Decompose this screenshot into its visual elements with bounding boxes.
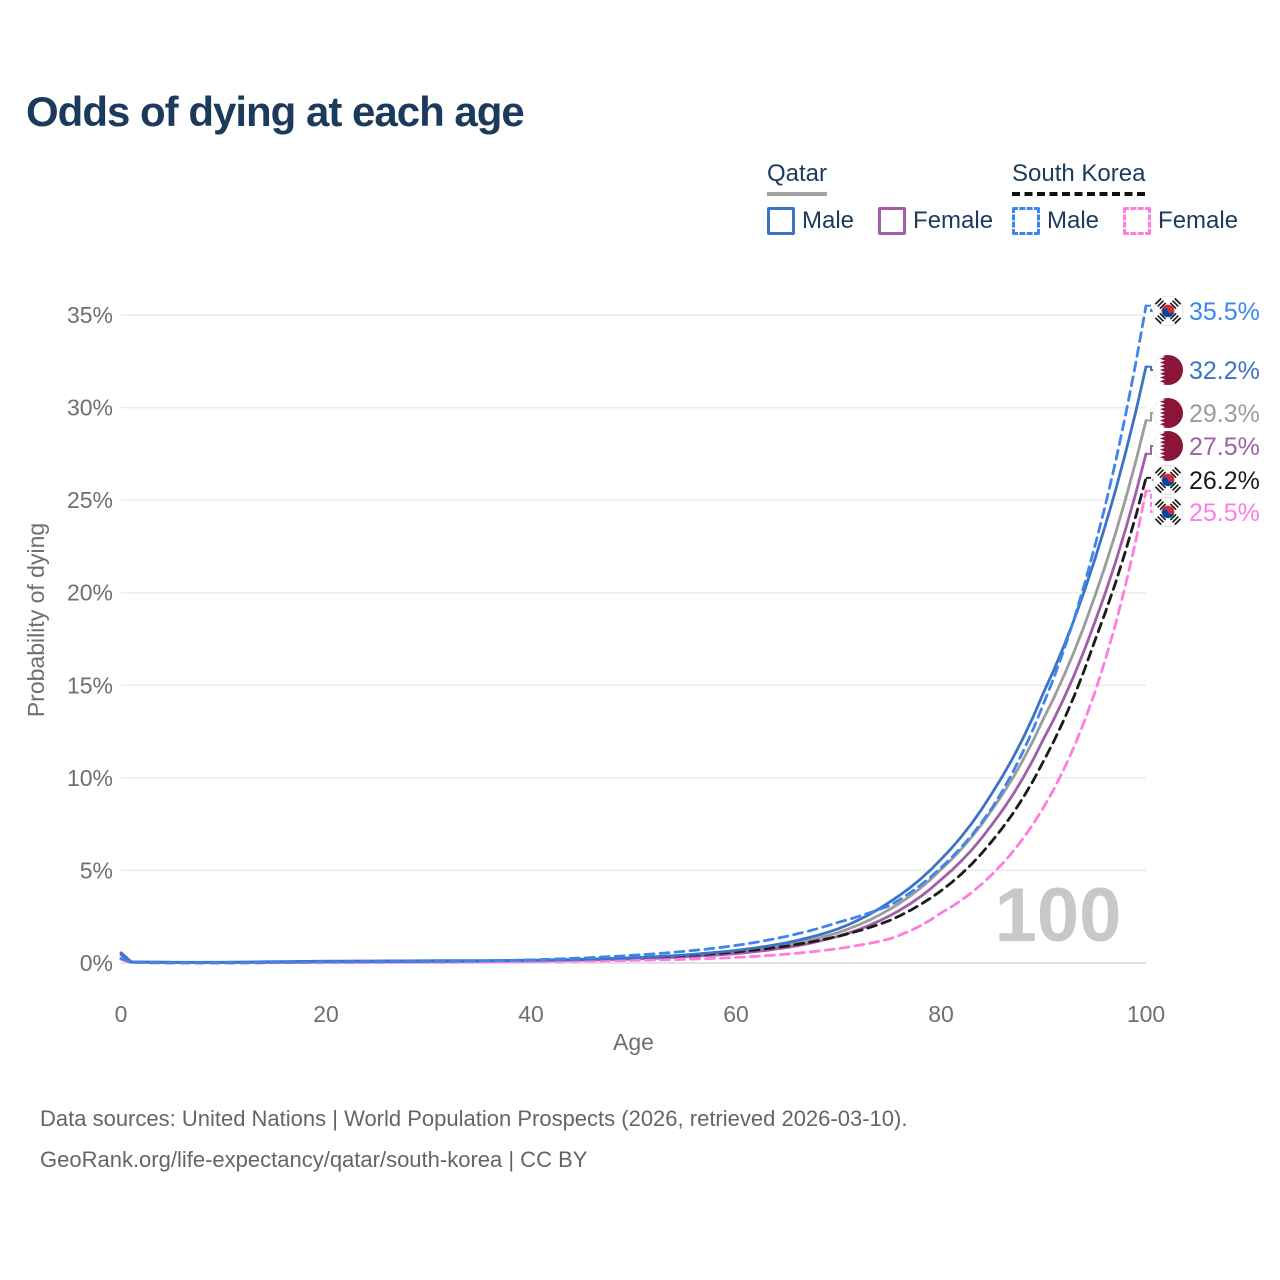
y-tick-label: 30% (67, 395, 113, 421)
qatar-male-swatch-icon (767, 207, 795, 236)
legend-item-qatar-male[interactable]: Male (767, 207, 855, 236)
end-label-connector (1146, 489, 1157, 513)
y-axis-title: Probability of dying (23, 523, 49, 717)
y-tick-label: 10% (67, 765, 113, 791)
legend-item-south-korea-female[interactable]: Female (1123, 207, 1239, 236)
x-axis-title: Age (613, 1029, 654, 1055)
y-tick-label: 15% (67, 672, 113, 698)
y-tick-label: 35% (67, 302, 113, 328)
south-korea-female-swatch-icon (1123, 207, 1152, 236)
y-tick-label: 5% (80, 857, 113, 883)
series-line-qatar-both-sexes[interactable] (119, 419, 1148, 964)
x-tick-label: 60 (723, 1001, 749, 1027)
x-tick-label: 80 (928, 1001, 954, 1027)
south-korea-flag-icon (1152, 496, 1184, 528)
south-korea-flag-icon (1152, 464, 1184, 496)
south-korea-male-swatch-icon (1012, 207, 1040, 236)
series-line-south-korea-both-sexes[interactable] (119, 476, 1148, 965)
page-title: Odds of dying at each age (26, 88, 525, 135)
end-value-label-south-korea-female: 25.5% (1189, 499, 1260, 527)
legend-group-qatar: Qatar Male Female (767, 160, 994, 236)
legend-item-south-korea-male[interactable]: Male (1012, 207, 1100, 236)
legend-heading-south-korea: South Korea (1012, 160, 1146, 197)
x-tick-label: 100 (1127, 1001, 1165, 1027)
qatar-flag-icon (1153, 431, 1183, 461)
x-tick-label: 0 (115, 1001, 128, 1027)
legend-label: Female (913, 207, 994, 235)
series-line-qatar-female[interactable] (119, 452, 1148, 964)
x-tick-label: 20 (313, 1001, 339, 1027)
end-label-connector (1146, 304, 1157, 312)
legend-label: Male (802, 207, 855, 235)
y-tick-label: 20% (67, 580, 113, 606)
legend-group-south-korea: South Korea Male Female (1012, 160, 1239, 236)
end-value-label-south-korea-male: 35.5% (1189, 298, 1260, 326)
y-tick-label: 25% (67, 487, 113, 513)
attribution-text: GeoRank.org/life-expectancy/qatar/south-… (40, 1147, 588, 1172)
qatar-flag-icon (1153, 398, 1183, 428)
hovered-age-watermark: 100 (995, 873, 1122, 958)
y-tick-label: 0% (80, 950, 113, 976)
south-korea-flag-icon (1152, 295, 1184, 327)
legend-label: Male (1047, 207, 1100, 235)
data-sources-text: Data sources: United Nations | World Pop… (40, 1106, 908, 1131)
legend-item-qatar-female[interactable]: Female (878, 207, 994, 236)
qatar-female-swatch-icon (878, 207, 907, 236)
series-line-south-korea-male[interactable] (119, 304, 1148, 965)
legend-label: Female (1158, 207, 1239, 235)
legend-heading-qatar: Qatar (767, 160, 828, 197)
end-value-label-qatar-both-sexes: 29.3% (1189, 400, 1260, 428)
end-value-label-qatar-male: 32.2% (1189, 357, 1260, 385)
qatar-flag-icon (1153, 355, 1183, 385)
end-value-label-qatar-female: 27.5% (1189, 433, 1260, 461)
end-value-label-south-korea-both-sexes: 26.2% (1189, 467, 1260, 495)
series-line-south-korea-female[interactable] (119, 489, 1148, 965)
x-tick-label: 40 (518, 1001, 544, 1027)
